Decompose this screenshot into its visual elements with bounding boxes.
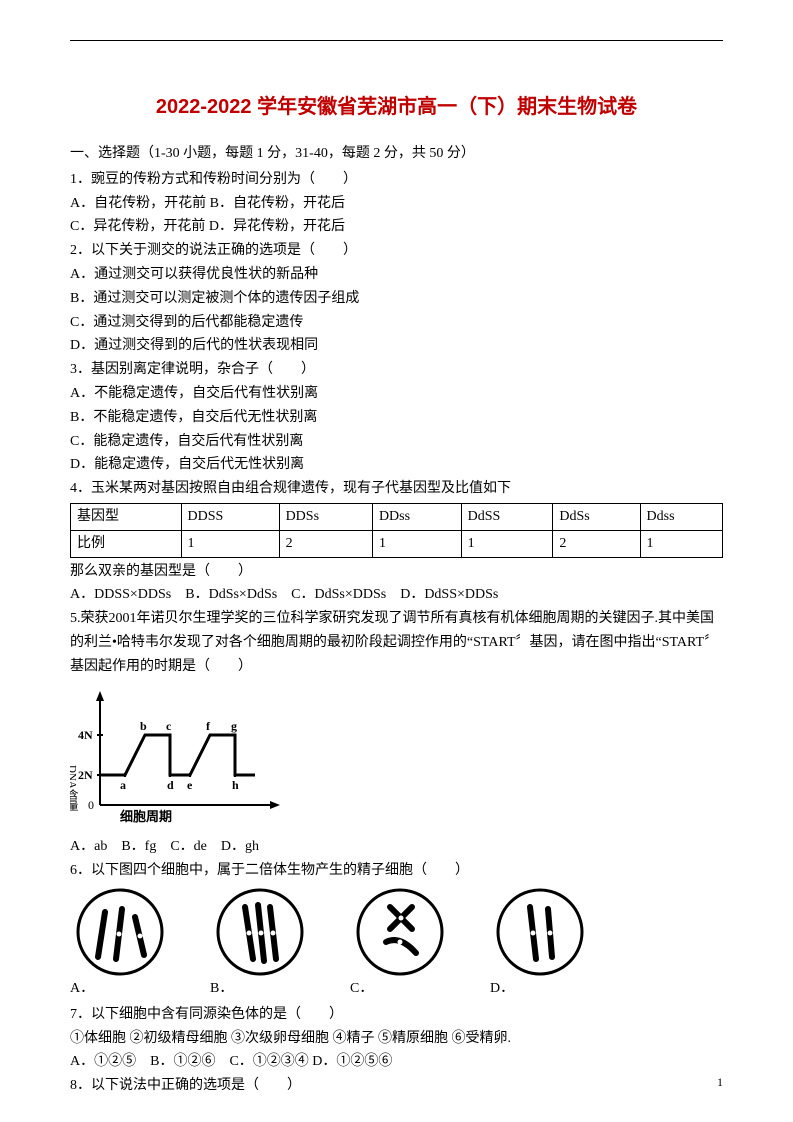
q4-stem: 4．玉米某两对基因按照自由组合规律遗传，现有子代基因型及比值如下 xyxy=(70,477,723,501)
q2-stem: 2．以下关于测交的说法正确的选项是（ ） xyxy=(70,239,723,263)
td-v6: 1 xyxy=(640,530,722,557)
top-rule xyxy=(70,40,723,41)
q1-stem: 1．豌豆的传粉方式和传粉时间分别为（ ） xyxy=(70,168,723,192)
q3-d: D．能稳定遗传，自交后代无性状别离 xyxy=(70,453,723,477)
q1-opts-2: C．异花传粉，开花前 D．异花传粉，开花后 xyxy=(70,215,723,239)
y-axis-label: DNA含量 xyxy=(70,765,79,811)
td-v3: 1 xyxy=(372,530,461,557)
th-ddss4: DdSS xyxy=(461,503,553,530)
th-genotype: 基因型 xyxy=(71,503,182,530)
q2-a: A．通过测交可以获得优良性状的新品种 xyxy=(70,263,723,287)
lbl-d: d xyxy=(167,778,174,792)
q6-cells: A． B． C． xyxy=(70,887,723,1001)
q6-label-c: C． xyxy=(350,977,450,1001)
lbl-e: e xyxy=(187,778,193,792)
q3-a: A．不能稳定遗传，自交后代有性状别离 xyxy=(70,382,723,406)
td-v2: 2 xyxy=(279,530,372,557)
q4-after: 那么双亲的基因型是（ ） xyxy=(70,560,723,584)
lbl-h: h xyxy=(232,778,239,792)
th-ddss5: DdSs xyxy=(553,503,640,530)
q3-b: B．不能稳定遗传，自交后代无性状别离 xyxy=(70,406,723,430)
q7-opts: A．①②⑤ B．①②⑥ C．①②③④ D．①②⑤⑥ xyxy=(70,1050,723,1074)
q2-d: D．通过测交得到的后代的性状表现相同 xyxy=(70,334,723,358)
q2-c: C．通过测交得到的后代都能稳定遗传 xyxy=(70,311,723,335)
q6-stem: 6．以下图四个细胞中，属于二倍体生物产生的精子细胞（ ） xyxy=(70,859,723,883)
cell-b-icon xyxy=(210,887,310,977)
q6-label-d: D． xyxy=(490,977,590,1001)
page-number: 1 xyxy=(717,1072,723,1092)
q6-label-a: A． xyxy=(70,977,170,1001)
td-ratio-label: 比例 xyxy=(71,530,182,557)
td-v1: 1 xyxy=(181,530,279,557)
q8-stem: 8．以下说法中正确的选项是（ ） xyxy=(70,1074,723,1098)
td-v5: 2 xyxy=(553,530,640,557)
lbl-a: a xyxy=(120,778,126,792)
lbl-c: c xyxy=(166,719,172,733)
x-axis-label: 细胞周期 xyxy=(120,809,172,824)
q5-stem: 5.荣获2001年诺贝尔生理学奖的三位科学家研究发现了调节所有真核有机体细胞周期… xyxy=(70,607,723,678)
section-heading: 一、选择题（1-30 小题，每题 1 分，31-40，每题 2 分，共 50 分… xyxy=(70,142,723,166)
td-v4: 1 xyxy=(461,530,553,557)
table-row: 比例 1 2 1 1 2 1 xyxy=(71,530,723,557)
q2-b: B．通过测交可以测定被测个体的遗传因子组成 xyxy=(70,287,723,311)
q3-c: C．能稳定遗传，自交后代有性状别离 xyxy=(70,430,723,454)
q4-opts: A．DDSS×DDSs B．DdSs×DdSs C．DdSs×DDSs D．Dd… xyxy=(70,583,723,607)
th-ddss2: DDSs xyxy=(279,503,372,530)
th-ddss1: DDSS xyxy=(181,503,279,530)
q6-label-b: B． xyxy=(210,977,310,1001)
q3-stem: 3．基因别离定律说明，杂合子（ ） xyxy=(70,358,723,382)
cell-d-icon xyxy=(490,887,590,977)
q7-items: ①体细胞 ②初级精母细胞 ③次级卵母细胞 ④精子 ⑤精原细胞 ⑥受精卵. xyxy=(70,1027,723,1051)
q5-opts: A．ab B．fg C．de D．gh xyxy=(70,835,723,859)
q5-chart: 4N 2N 0 b c f g a d e h 细胞周期 DNA含量 xyxy=(70,685,723,834)
page-title: 2022-2022 学年安徽省芜湖市高一（下）期末生物试卷 xyxy=(70,90,723,124)
th-ddss3: DDss xyxy=(372,503,461,530)
cell-cycle-chart-icon: 4N 2N 0 b c f g a d e h 细胞周期 DNA含量 xyxy=(70,685,290,825)
ytick-4n: 4N xyxy=(78,728,93,742)
table-row: 基因型 DDSS DDSs DDss DdSS DdSs Ddss xyxy=(71,503,723,530)
th-ddss6: Ddss xyxy=(640,503,722,530)
q1-opts-1: A．自花传粉，开花前 B．自花传粉，开花后 xyxy=(70,192,723,216)
ytick-0: 0 xyxy=(88,798,94,812)
lbl-f: f xyxy=(206,719,211,733)
q4-table: 基因型 DDSS DDSs DDss DdSS DdSs Ddss 比例 1 2… xyxy=(70,503,723,558)
lbl-b: b xyxy=(140,719,147,733)
cell-c-icon xyxy=(350,887,450,977)
q7-stem: 7．以下细胞中含有同源染色体的是（ ） xyxy=(70,1003,723,1027)
lbl-g: g xyxy=(231,719,237,733)
cell-a-icon xyxy=(70,887,170,977)
ytick-2n: 2N xyxy=(78,768,93,782)
